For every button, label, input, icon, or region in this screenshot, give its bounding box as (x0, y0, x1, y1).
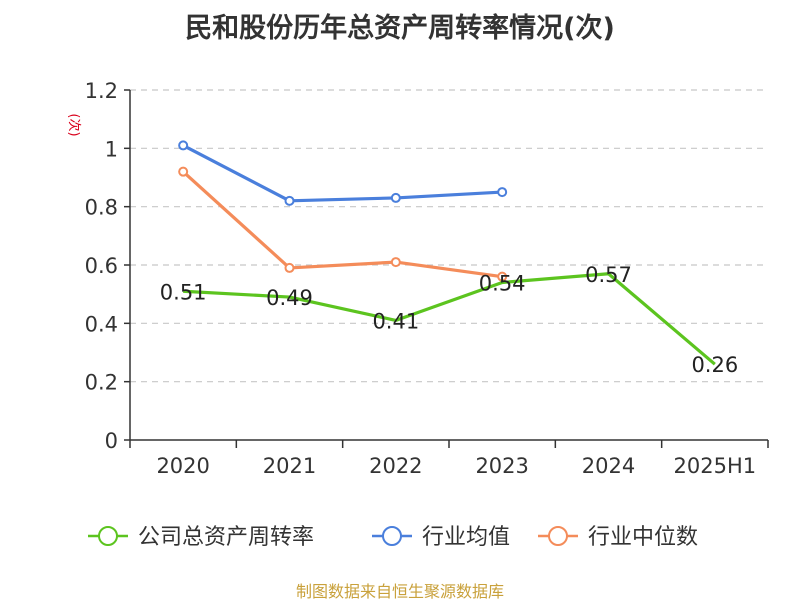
series-lines (178, 140, 716, 366)
grid-lines (130, 89, 768, 383)
legend-label: 行业中位数 (588, 525, 698, 550)
data-label: 0.26 (691, 353, 738, 377)
axes: 0 0.2 0.4 0.6 0.8 1 1.2 2020 2021 2022 2023 2024 202… (85, 79, 769, 478)
series-line-1 (182, 143, 503, 203)
data-point (497, 271, 508, 282)
series-line-0 (183, 272, 716, 366)
y-tick-label: 0 (105, 429, 118, 453)
x-tick-label: 2020 (156, 454, 209, 478)
x-tick-label: 2024 (582, 454, 635, 478)
legend-item-0[interactable]: 公司总资产周转率 (88, 525, 314, 550)
legend-label: 行业均值 (422, 525, 510, 550)
x-tick-label: 2021 (263, 454, 316, 478)
data-source-note: 制图数据来自恒生聚源数据库 (295, 582, 504, 601)
data-label: 0.49 (266, 286, 313, 310)
legend-item-1[interactable]: 行业均值 (372, 525, 510, 550)
data-label: 0.54 (479, 272, 526, 296)
chart-title: 民和股份历年总资产周转率情况(次) (185, 13, 615, 44)
legend-item-2[interactable]: 行业中位数 (538, 525, 698, 550)
x-tick-label: 2023 (475, 454, 528, 478)
data-point (390, 192, 401, 203)
legend-swatch-marker (98, 526, 118, 546)
y-tick-label: 1 (105, 137, 118, 161)
data-label: 0.41 (372, 309, 419, 333)
data-point (178, 166, 189, 177)
data-point (497, 187, 508, 198)
x-tick-label: 2025H1 (674, 454, 757, 478)
data-point (390, 257, 401, 268)
data-label: 0.57 (585, 263, 632, 287)
y-tick-label: 0.2 (85, 371, 118, 395)
legend-label: 公司总资产周转率 (138, 525, 314, 550)
y-tick-label: 1.2 (85, 79, 118, 103)
y-tick-label: 0.6 (85, 254, 118, 278)
x-tick-label: 2022 (369, 454, 422, 478)
data-point (284, 195, 295, 206)
y-tick-label: 0.4 (85, 312, 118, 336)
data-point (284, 262, 295, 273)
data-point (178, 140, 189, 151)
y-tick-label: 0.8 (85, 196, 118, 220)
series-line-2 (182, 170, 503, 279)
data-labels: 0.51 0.49 0.41 0.54 0.57 0.26 (160, 263, 738, 377)
legend-swatch-marker (382, 526, 402, 546)
data-label: 0.51 (160, 280, 207, 304)
legend-swatch-marker (548, 526, 568, 546)
y-axis-label: (次) (66, 113, 82, 136)
legend: 公司总资产周转率 行业均值 行业中位数 (88, 525, 698, 550)
